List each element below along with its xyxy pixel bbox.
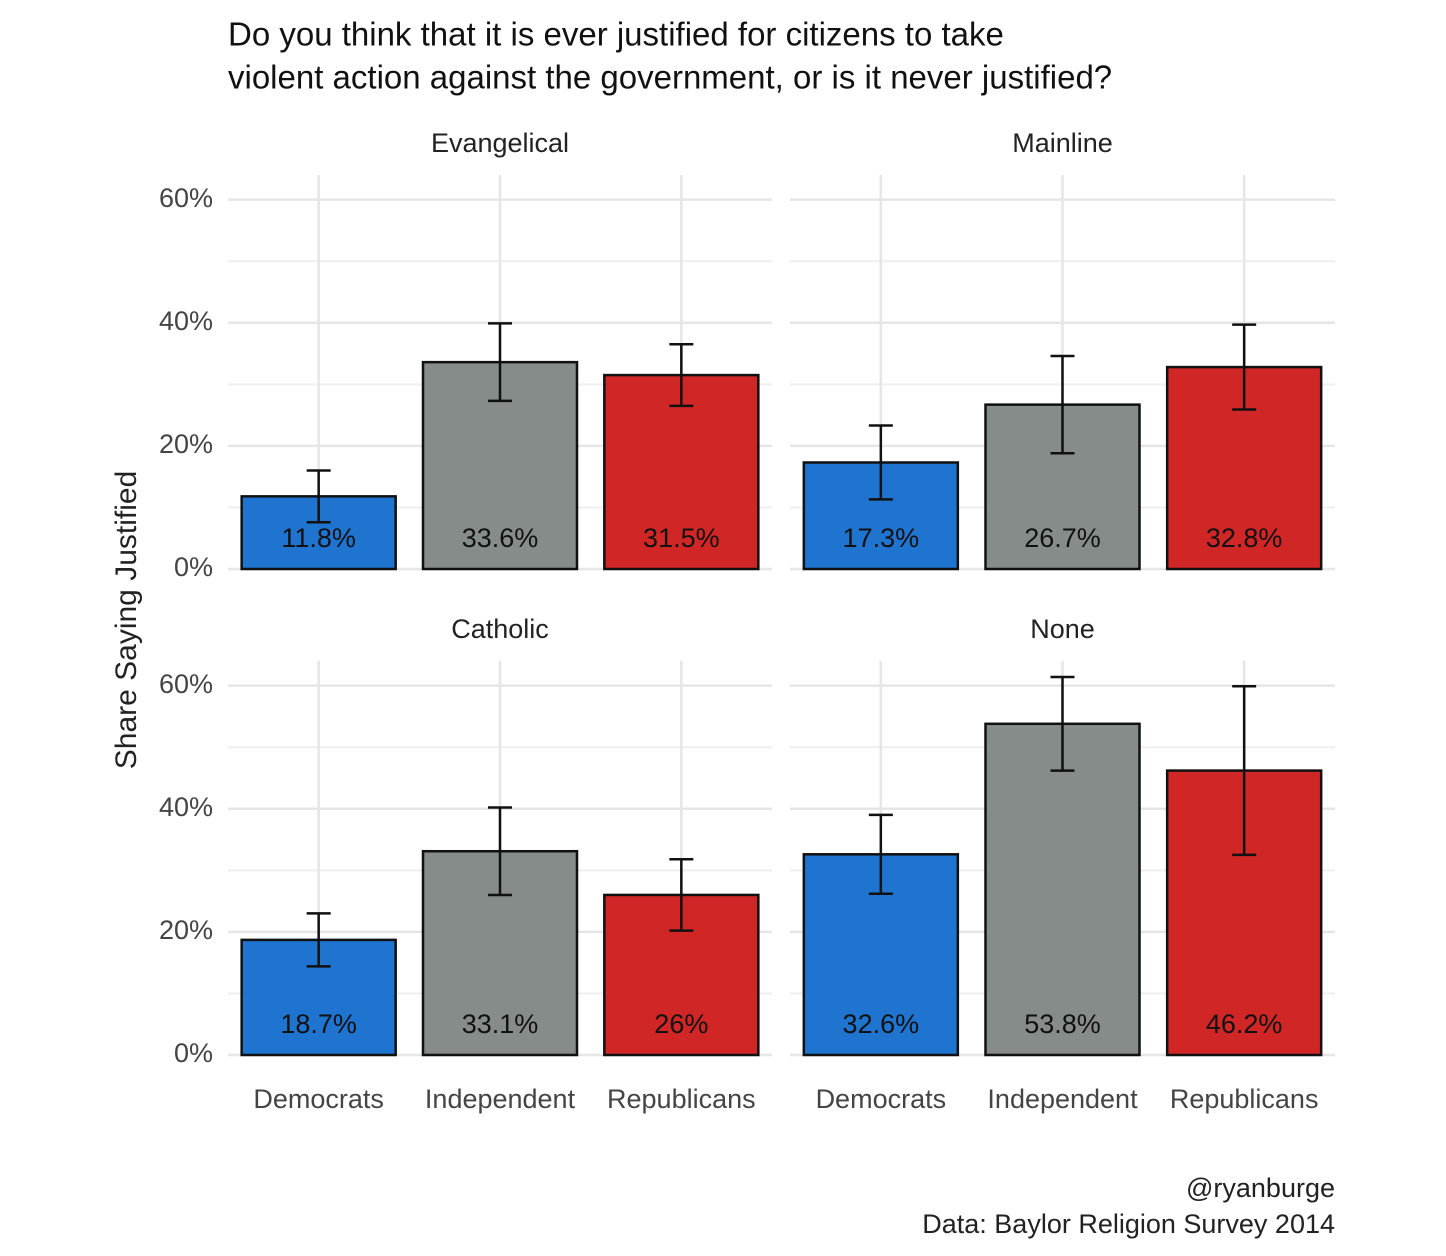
- error-bar: [306, 912, 331, 968]
- value-label: 11.8%: [281, 523, 356, 553]
- caption: Data: Baylor Religion Survey 2014: [922, 1209, 1335, 1239]
- error-bar: [488, 806, 512, 897]
- y-tick-label: 40%: [159, 306, 213, 336]
- value-label: 26.7%: [1024, 523, 1101, 553]
- value-label: 17.3%: [843, 523, 920, 553]
- error-bar: [488, 322, 512, 403]
- error-bar: [669, 343, 694, 408]
- y-axis-label: Share Saying Justified: [110, 471, 143, 770]
- bar: [603, 373, 760, 571]
- facet-title: Evangelical: [431, 128, 569, 158]
- x-tick-label: Independent: [425, 1084, 576, 1114]
- y-tick-label: 60%: [159, 669, 213, 699]
- value-label: 32.6%: [843, 1009, 920, 1039]
- y-tick-label: 0%: [174, 1038, 213, 1068]
- facet-title: None: [1030, 614, 1095, 644]
- y-tick-label: 0%: [174, 552, 213, 582]
- x-tick-label: Republicans: [1170, 1084, 1319, 1114]
- value-label: 53.8%: [1024, 1009, 1101, 1039]
- error-bar: [1232, 323, 1257, 411]
- error-bar: [1232, 684, 1257, 857]
- bar: [1165, 365, 1323, 571]
- x-tick-label: Republicans: [607, 1084, 756, 1114]
- error-bar: [1050, 675, 1075, 772]
- value-label: 18.7%: [280, 1009, 357, 1039]
- y-tick-label: 60%: [159, 183, 213, 213]
- error-bar: [868, 424, 893, 501]
- value-label: 33.1%: [462, 1009, 539, 1039]
- value-label: 32.8%: [1206, 523, 1283, 553]
- facet-title: Mainline: [1012, 128, 1113, 158]
- chart-title: violent action against the government, o…: [228, 59, 1112, 96]
- y-tick-label: 40%: [159, 792, 213, 822]
- value-label: 31.5%: [643, 523, 720, 553]
- bar: [421, 360, 579, 571]
- y-tick-label: 20%: [159, 429, 213, 459]
- error-bar: [306, 469, 331, 524]
- caption: @ryanburge: [1186, 1173, 1335, 1203]
- facet-title: Catholic: [451, 614, 549, 644]
- x-tick-label: Independent: [987, 1084, 1138, 1114]
- value-label: 33.6%: [462, 523, 539, 553]
- value-label: 26%: [654, 1009, 708, 1039]
- error-bar: [669, 857, 694, 932]
- y-tick-label: 20%: [159, 915, 213, 945]
- value-label: 46.2%: [1206, 1009, 1283, 1039]
- x-tick-label: Democrats: [253, 1084, 384, 1114]
- chart-title: Do you think that it is ever justified f…: [228, 16, 1004, 53]
- x-tick-label: Democrats: [816, 1084, 947, 1114]
- error-bar: [1050, 354, 1075, 455]
- bar: [984, 722, 1141, 1057]
- error-bar: [868, 813, 893, 895]
